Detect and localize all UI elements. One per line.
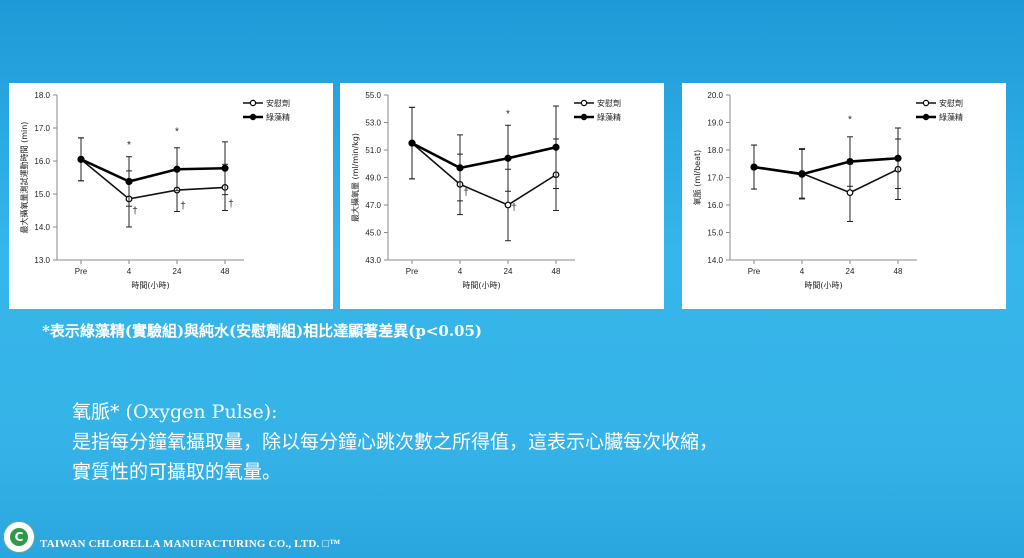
chart-vo2max: 43.0 45.0 47.0 49.0 51.0 53.0 55.0 Pre 4 24 48 時間(小… [350,91,621,290]
y-tick-label: 17.0 [707,174,723,183]
series-line [80,158,226,183]
y-axis-title: 最大攝氧量測試運動時間 (min) [19,122,29,234]
y-tick-label: 53.0 [365,119,381,128]
legend-label: 安慰劑 [597,98,621,108]
significance-dagger: † [132,206,138,217]
definition-title: 氧脈* (Oxygen Pulse): [72,401,278,423]
data-point [173,165,181,173]
significance-asterisk: * [175,127,179,138]
series-line [411,141,557,170]
chlorella-logo-icon: C [3,521,35,553]
significance-asterisk: * [848,115,852,126]
chart-panel-vo2max: 43.0 45.0 47.0 49.0 51.0 53.0 55.0 Pre 4 24 48 時間(小… [340,83,664,309]
y-tick-label: 18.0 [34,91,50,100]
y-axis-title: 氧脈 (ml/beat) [692,150,702,206]
data-point [77,155,85,163]
legend-label: 綠藻精 [939,112,963,122]
data-point [456,164,464,172]
x-tick-label: 48 [894,267,903,276]
series-placebo [408,106,560,242]
x-tick-label: 4 [458,267,463,276]
x-axis-title: 時間(小時) [804,281,842,290]
y-tick-label: 45.0 [365,229,381,238]
series-chlorella [77,137,229,207]
series-chlorella [750,127,902,200]
data-point [504,154,512,162]
x-tick-label: Pre [406,267,419,276]
legend-marker [580,113,588,121]
data-point [221,164,229,172]
legend-label: 安慰劑 [266,98,290,108]
y-tick-label: 16.0 [707,201,723,210]
significance-asterisk: * [127,140,131,151]
y-tick-label: 16.0 [34,157,50,166]
legend-marker [249,113,257,121]
x-tick-label: Pre [75,267,88,276]
chart-oxygen-pulse: 14.0 15.0 16.0 17.0 18.0 19.0 20.0 Pre 4 24 48 時間(小… [692,91,963,290]
x-tick-label: 24 [846,267,855,276]
y-tick-label: 13.0 [34,256,50,265]
series-chlorella [408,105,560,202]
data-point [798,170,806,178]
legend-marker [922,113,930,121]
data-point [408,139,416,147]
y-axis-title: 最大攝氧量 (ml/min/kg) [350,133,360,222]
significance-asterisk: * [506,109,510,120]
x-tick-label: 24 [173,267,182,276]
y-tick-label: 51.0 [365,146,381,155]
legend-marker [922,99,930,107]
significance-footnote: *表示綠藻精(實驗組)與純水(安慰劑組)相比達顯著差異(p<0.05) [42,322,483,340]
legend-label: 綠藻精 [266,112,290,122]
data-point [125,177,133,186]
series-placebo [750,138,902,222]
y-tick-label: 55.0 [365,91,381,100]
series-placebo [77,137,229,228]
definition-line-2: 實質性的可攝取的氧量。 [72,461,282,483]
chart-exercise-time: 13.0 14.0 15.0 16.0 17.0 18.0 Pre 4 24 48 時間(小時) 最大… [19,91,290,290]
company-name: TAIWAN CHLORELLA MANUFACTURING CO., LTD.… [40,538,341,550]
x-tick-label: 48 [552,267,561,276]
legend-marker [249,99,257,107]
data-point [750,163,758,171]
significance-dagger: † [228,199,234,210]
significance-dagger: † [180,201,186,212]
y-tick-label: 49.0 [365,174,381,183]
x-tick-label: 4 [800,267,805,276]
legend-marker [580,99,588,107]
x-tick-label: 24 [504,267,513,276]
y-tick-label: 15.0 [707,229,723,238]
definition-line-1: 是指每分鐘氧攝取量，除以每分鐘心跳次數之所得值，這表示心臟每次收縮， [72,431,719,453]
series-line [753,156,899,176]
legend-label: 綠藻精 [597,112,621,122]
data-point [894,154,902,162]
y-tick-label: 19.0 [707,119,723,128]
x-axis-title: 時間(小時) [131,281,169,290]
chart-panel-exercise-time: 13.0 14.0 15.0 16.0 17.0 18.0 Pre 4 24 48 時間(小時) 最大… [9,83,333,309]
x-tick-label: 4 [127,267,132,276]
y-tick-label: 14.0 [707,256,723,265]
series-line [411,142,557,206]
x-tick-label: 48 [221,267,230,276]
legend-label: 安慰劑 [939,98,963,108]
y-tick-label: 17.0 [34,124,50,133]
data-point [846,157,854,166]
chart-panel-oxygen-pulse: 14.0 15.0 16.0 17.0 18.0 19.0 20.0 Pre 4 24 48 時間(小… [682,83,1006,309]
y-tick-label: 15.0 [34,190,50,199]
data-point [846,189,854,197]
x-tick-label: Pre [748,267,761,276]
y-tick-label: 14.0 [34,223,50,232]
y-tick-label: 20.0 [707,91,723,100]
oxygen-pulse-definition: 氧脈* (Oxygen Pulse): 是指每分鐘氧攝取量，除以每分鐘心跳次數之… [72,397,718,487]
y-tick-label: 18.0 [707,146,723,155]
series-line [80,158,226,200]
y-tick-label: 43.0 [365,256,381,265]
significance-dagger: † [463,187,469,198]
data-point [552,143,560,151]
x-axis-title: 時間(小時) [462,281,500,290]
y-tick-label: 47.0 [365,201,381,210]
significance-dagger: † [511,203,517,214]
data-point [504,201,512,209]
